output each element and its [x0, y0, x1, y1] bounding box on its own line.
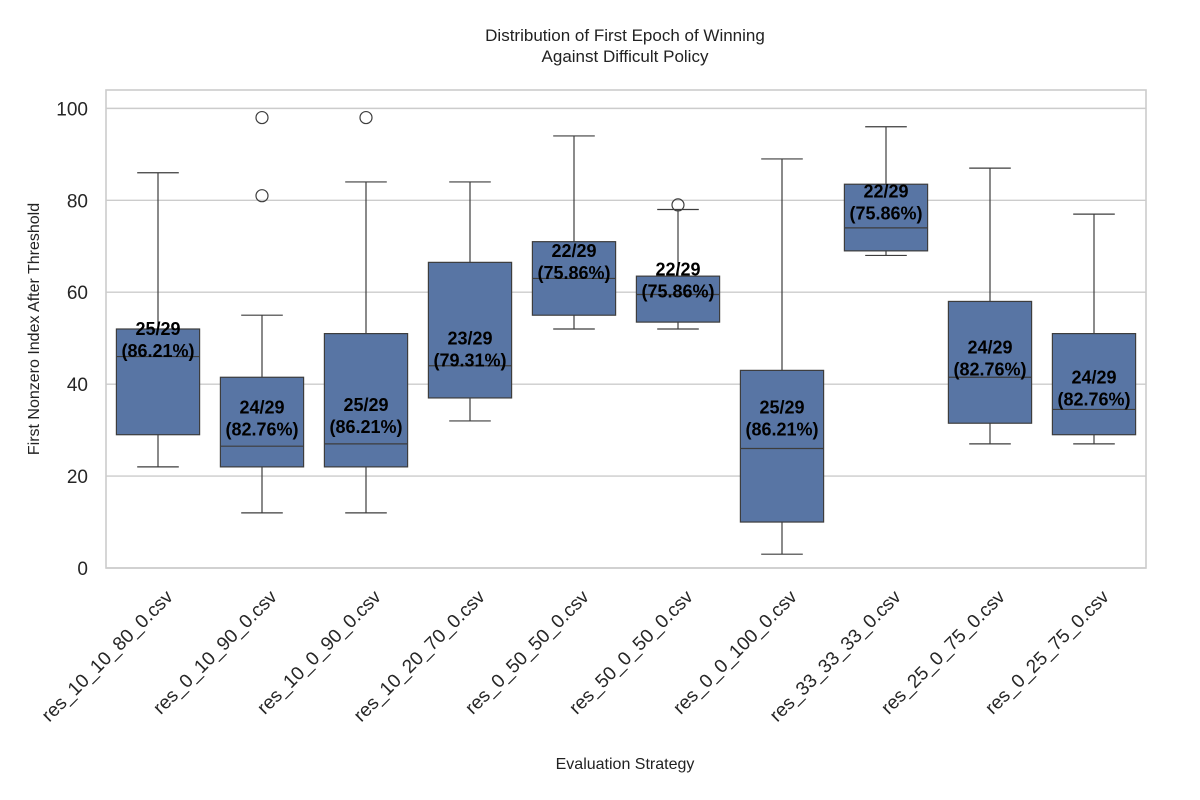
box-iqr — [219, 376, 305, 468]
y-tick-label: 20 — [67, 467, 88, 488]
annotation-percent: (75.86%) — [849, 203, 922, 223]
box-group-3 — [323, 110, 409, 514]
y-tick-label: 0 — [77, 559, 88, 580]
box-group-10 — [1051, 213, 1137, 445]
plot-frame — [105, 89, 1147, 569]
annotation-percent: (86.21%) — [745, 419, 818, 439]
box-group-9 — [947, 167, 1033, 445]
box-iqr — [739, 369, 825, 523]
annotation-percent: (75.86%) — [641, 281, 714, 301]
box-group-2 — [219, 110, 305, 514]
annotation-count: 23/29 — [447, 328, 492, 348]
box-iqr — [323, 332, 409, 468]
annotation-count: 22/29 — [863, 181, 908, 201]
y-tick-label: 100 — [56, 99, 88, 120]
y-tick-label: 40 — [67, 375, 88, 396]
x-axis-label: Evaluation Strategy — [556, 756, 695, 773]
outlier-point — [671, 198, 685, 212]
box-group-7 — [739, 158, 825, 555]
annotation-percent: (82.76%) — [225, 419, 298, 439]
annotation-percent: (86.21%) — [121, 341, 194, 361]
chart-title-line-1: Distribution of First Epoch of Winning — [485, 26, 765, 45]
box-group-8 — [843, 126, 929, 257]
annotation-count: 25/29 — [343, 395, 388, 415]
annotation-percent: (75.86%) — [537, 263, 610, 283]
annotation-count: 22/29 — [551, 241, 596, 261]
outlier-point — [255, 110, 269, 125]
chart-title-line-2: Against Difficult Policy — [542, 47, 709, 66]
annotation-layer: 25/29(86.21%)24/29(82.76%)25/29(86.21%)2… — [121, 181, 1130, 439]
outlier-point — [359, 110, 373, 125]
annotation-count: 22/29 — [655, 259, 700, 279]
annotation-count: 24/29 — [967, 338, 1012, 358]
annotation-count: 25/29 — [135, 319, 180, 339]
annotation-percent: (82.76%) — [953, 360, 1026, 380]
box-group-4 — [427, 181, 513, 422]
annotation-count: 25/29 — [759, 397, 804, 417]
y-axis-label: First Nonzero Index After Threshold — [26, 203, 43, 455]
box-group-5 — [531, 135, 617, 330]
box-group-1 — [115, 172, 201, 468]
y-tick-label: 60 — [67, 283, 88, 304]
box-iqr — [1051, 332, 1137, 436]
box-iqr — [427, 261, 513, 399]
annotation-count: 24/29 — [239, 397, 284, 417]
annotation-count: 24/29 — [1071, 367, 1116, 387]
box-iqr — [947, 300, 1033, 424]
outlier-point — [255, 189, 269, 203]
annotation-percent: (82.76%) — [1057, 389, 1130, 409]
box-iqr — [843, 183, 929, 252]
box-iqr — [635, 275, 721, 323]
annotation-percent: (86.21%) — [329, 417, 402, 437]
box-iqr — [115, 328, 201, 436]
box-group-6 — [635, 198, 721, 330]
y-tick-label: 80 — [67, 191, 88, 212]
box-layer — [115, 110, 1137, 555]
annotation-percent: (79.31%) — [433, 350, 506, 370]
